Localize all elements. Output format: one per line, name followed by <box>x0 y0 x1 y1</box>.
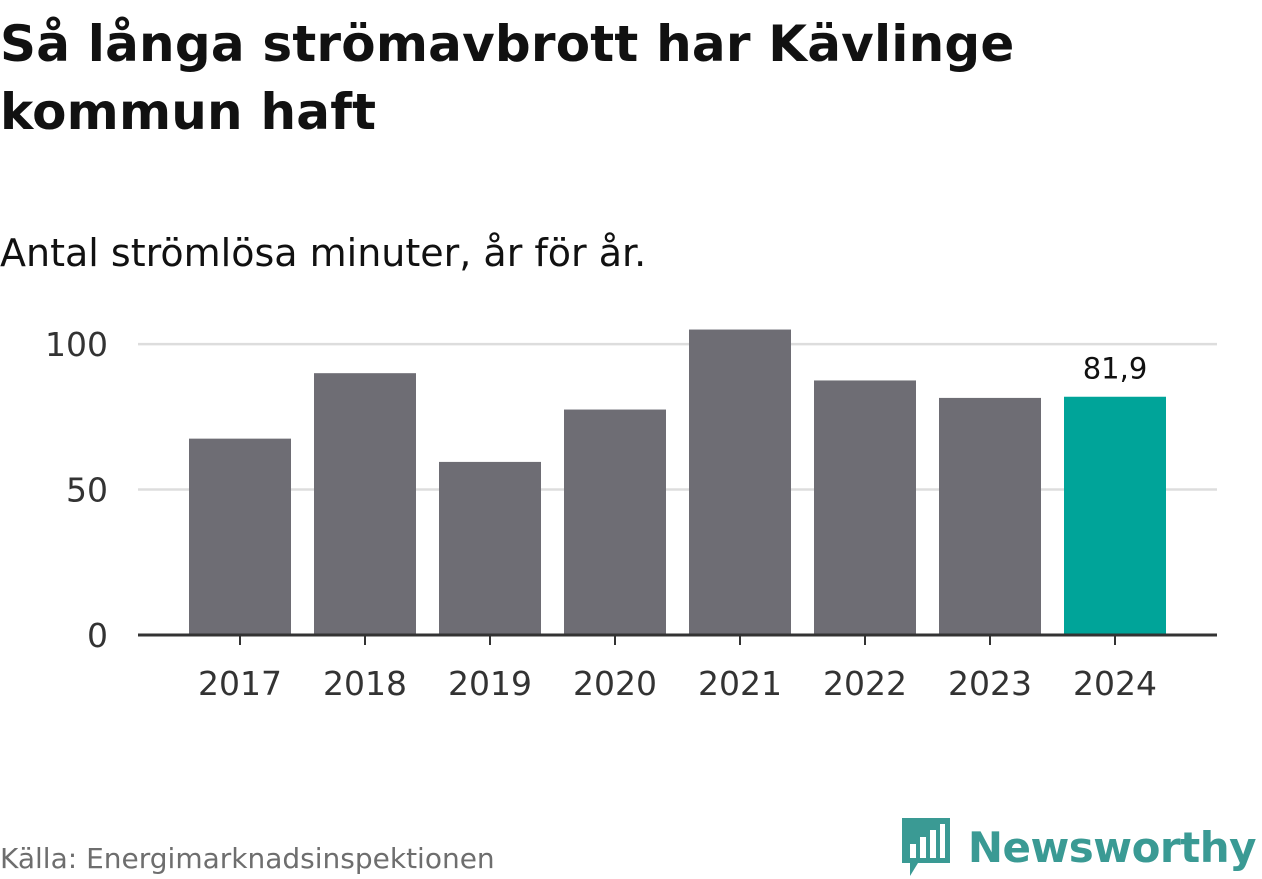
axes <box>138 633 1217 645</box>
gridlines <box>138 342 1217 491</box>
x-tick-label: 2019 <box>448 664 532 703</box>
x-tick-label: 2018 <box>323 664 407 703</box>
brand-name: Newsworthy <box>967 823 1257 872</box>
y-tick-label: 50 <box>66 471 108 510</box>
bar <box>439 461 541 635</box>
bar <box>189 438 291 635</box>
x-tick-label: 2021 <box>698 664 782 703</box>
x-tick-label: 2022 <box>823 664 907 703</box>
x-tick-label: 2024 <box>1073 664 1157 703</box>
x-tick-label: 2020 <box>573 664 657 703</box>
bar <box>689 329 791 635</box>
bars <box>189 329 1166 635</box>
newsworthy-logo-icon <box>901 818 950 876</box>
bar <box>314 373 416 635</box>
x-tick-label: 2023 <box>948 664 1032 703</box>
newsworthy-logo: Newsworthy <box>901 818 1257 878</box>
data-label: 81,9 <box>1083 352 1148 386</box>
bar <box>814 380 916 635</box>
labels: 0 50 100 2017 2018 2019 2020 2021 2022 2023 2024 81… <box>45 325 1157 703</box>
y-tick-label: 0 <box>87 616 108 655</box>
bar <box>939 397 1041 635</box>
bar-highlight <box>1064 396 1166 635</box>
chart-subtitle: Antal strömlösa minuter, år för år. <box>0 231 647 275</box>
chart-title: Så långa strömavbrott har Kävlinge kommu… <box>0 15 1015 141</box>
bar <box>564 409 666 635</box>
source-note: Källa: Energimarknadsinspektionen <box>0 842 495 875</box>
y-tick-label: 100 <box>45 325 108 364</box>
x-tick-label: 2017 <box>198 664 282 703</box>
